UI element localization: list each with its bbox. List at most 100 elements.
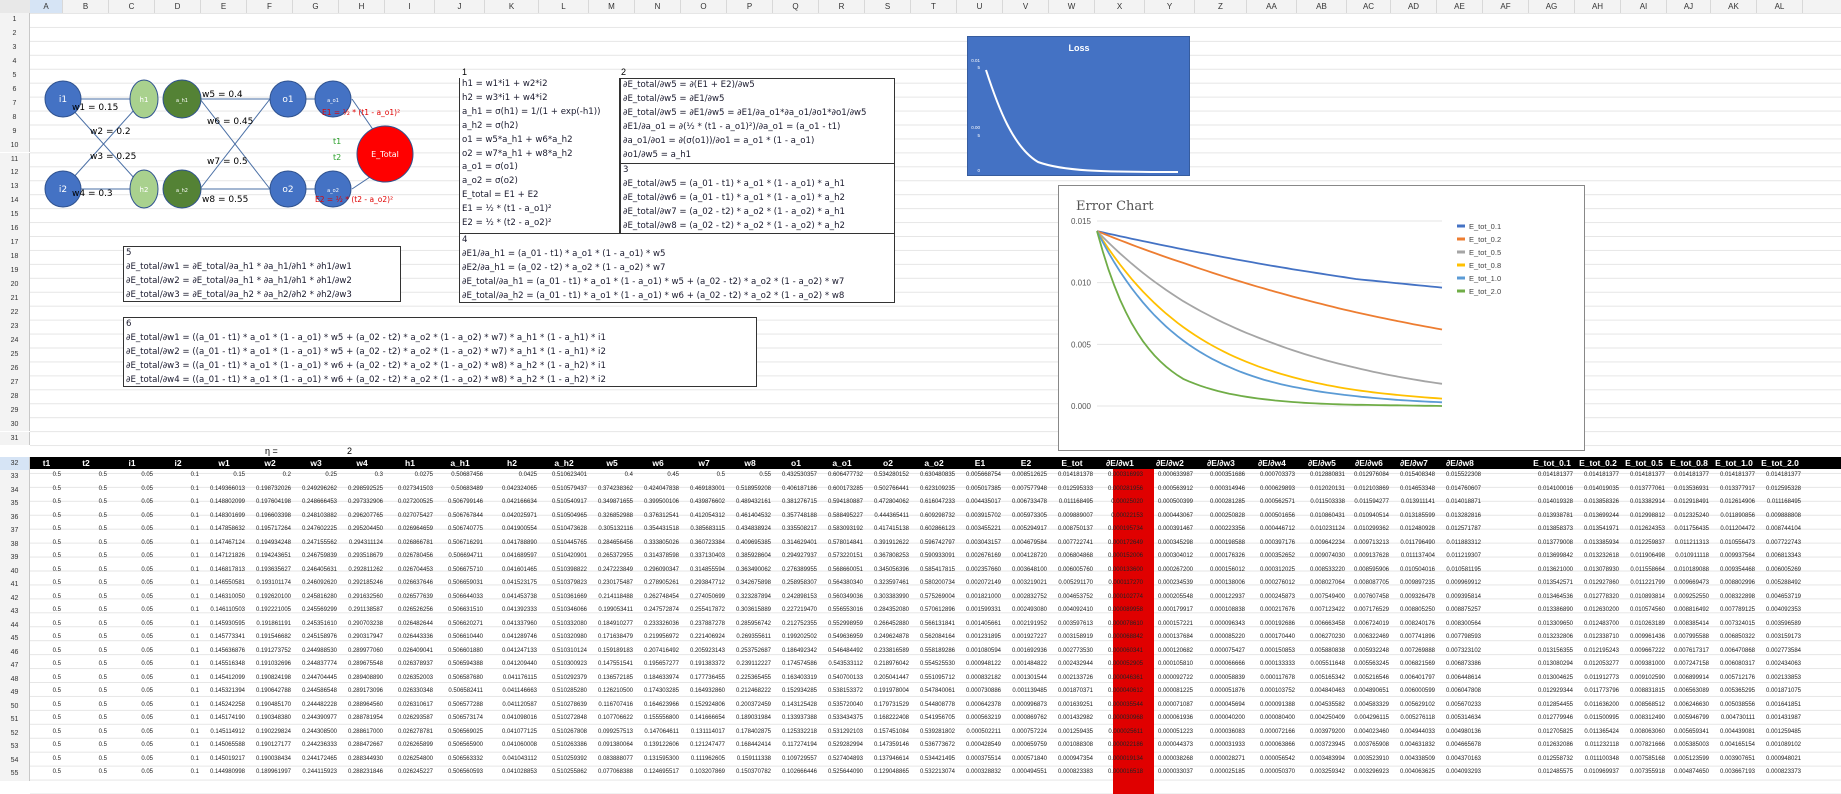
table-cell[interactable]: 0.000019134 [1095,753,1143,767]
table-cell[interactable]: 0.006563089 [1667,685,1709,699]
table-cell[interactable]: 0.008063060 [1621,726,1665,740]
column-header-AE[interactable]: AE [1437,0,1483,13]
table-cell[interactable]: 0.009888808 [1757,510,1801,524]
column-header-A[interactable]: A [30,0,63,13]
table-cell[interactable]: 0.525644090 [819,766,863,780]
table-cell[interactable]: 0.012929344 [1529,685,1573,699]
table-cell[interactable]: 0.001088308 [1049,739,1093,753]
table-cell[interactable]: 0.009326478 [1391,591,1435,605]
table-cell[interactable]: 0.149366013 [201,483,245,497]
table-cell[interactable]: 0.014181377 [1621,469,1665,483]
table-cell[interactable]: 0.026482644 [385,618,433,632]
table-cell[interactable]: 0.006873386 [1437,658,1481,672]
table-cell[interactable]: 0.575269004 [911,591,955,605]
table-cell[interactable]: 0.289977060 [339,645,383,659]
table-cell[interactable]: 0.000040612 [1095,685,1143,699]
table-cell[interactable]: 0.1 [155,469,199,483]
table-cell[interactable]: 0.000103752 [1247,685,1295,699]
table-cell[interactable]: 0.012854455 [1529,699,1573,713]
table-cell[interactable]: 0.191546682 [247,631,291,645]
table-cell[interactable]: 0.147467124 [201,537,245,551]
table-cell[interactable]: 0.244115923 [293,766,337,780]
table-cell[interactable]: 0.004296115 [1347,712,1389,726]
table-cell[interactable]: 0.000133333 [1247,658,1295,672]
table-cell[interactable]: 0.534280152 [865,469,909,483]
table-cell[interactable]: 0.009381000 [1621,658,1665,672]
table-cell[interactable]: 0.568660051 [819,564,863,578]
table-cell[interactable]: 0.199202502 [773,631,817,645]
table-cell[interactable]: 0.000091388 [1247,699,1295,713]
table-cell[interactable]: 0.003915702 [957,510,1001,524]
table-cell[interactable]: 0.323597461 [865,577,909,591]
table-cell[interactable]: 0.000391467 [1145,523,1193,537]
table-cell[interactable]: 0.244704445 [293,672,337,686]
table-cell[interactable]: 0.000562571 [1247,496,1295,510]
formula-box-5[interactable]: 5 ∂E_total/∂w1 = ∂E_total/∂a_h1 * ∂a_h1/∂… [123,246,401,302]
table-header-cell[interactable]: a_h2 [539,457,589,469]
row-header-27[interactable]: 27 [0,376,30,390]
table-cell[interactable]: 0.532213074 [911,766,955,780]
table-cell[interactable]: 0.000156012 [1195,564,1245,578]
table-cell[interactable]: 0.510259392 [539,753,587,767]
table-cell[interactable]: 0.026780456 [385,550,433,564]
table-cell[interactable]: 0.013858326 [1575,496,1619,510]
table-cell[interactable]: 0.000061936 [1145,712,1193,726]
table-cell[interactable]: 0.011890856 [1711,510,1755,524]
table-cell[interactable]: 0.5 [63,739,107,753]
table-cell[interactable]: 0.5 [30,496,61,510]
table-cell[interactable]: 0.000080400 [1247,712,1295,726]
table-cell[interactable]: 0.00025020 [1095,496,1143,510]
table-cell[interactable]: 0.510346066 [539,604,587,618]
table-cell[interactable]: 0.027075427 [385,510,433,524]
table-cell[interactable]: 0.009252550 [1667,591,1709,605]
table-cell[interactable]: 0.007324015 [1711,618,1755,632]
table-cell[interactable]: 0.117274194 [773,739,817,753]
table-cell[interactable]: 0.194243651 [247,550,291,564]
table-cell[interactable]: 0.010189088 [1667,564,1709,578]
table-cell[interactable]: 0.291138587 [339,604,383,618]
table-cell[interactable]: 0.011219307 [1437,550,1481,564]
table-cell[interactable]: 0.1 [155,604,199,618]
table-cell[interactable]: 0.000375514 [957,753,1001,767]
table-cell[interactable]: 0.014181377 [1757,469,1801,483]
table-cell[interactable]: 0.191032696 [247,658,291,672]
table-cell[interactable]: 0.011756435 [1667,523,1709,537]
table-header-cell[interactable]: ∂E/∂w8 [1437,457,1483,469]
table-cell[interactable]: 0.000051876 [1195,685,1245,699]
table-cell[interactable]: 0.506694711 [435,550,483,564]
table-cell[interactable]: 0.004439081 [1711,726,1755,740]
table-cell[interactable]: 0.195657277 [635,658,679,672]
table-cell[interactable]: 0.5 [30,591,61,605]
table-cell[interactable]: 0.05 [109,483,153,497]
table-cell[interactable]: 0.005294917 [1003,523,1047,537]
table-cell[interactable]: 0.245351610 [293,618,337,632]
table-cell[interactable]: 0.510361669 [539,591,587,605]
table-cell[interactable]: 0.009961436 [1621,631,1665,645]
table-cell[interactable]: 0.011137404 [1391,550,1435,564]
table-cell[interactable]: 0.006246630 [1667,699,1709,713]
table-cell[interactable]: 0.444365411 [865,510,909,524]
table-cell[interactable]: 0.5 [63,699,107,713]
table-cell[interactable]: 0.533434375 [819,712,863,726]
table-cell[interactable]: 0.583093192 [819,523,863,537]
table-cell[interactable]: 0.001871075 [1757,685,1801,699]
table-cell[interactable]: 0.011636200 [1575,699,1619,713]
table-cell[interactable]: 0.05 [109,699,153,713]
table-cell[interactable]: 0.274050699 [681,591,725,605]
table-cell[interactable]: 0.013377917 [1711,483,1755,497]
row-header-41[interactable]: 41 [0,578,30,592]
table-cell[interactable]: 0.506577288 [435,699,483,713]
table-cell[interactable]: 0.000502211 [957,726,1001,740]
table-cell[interactable]: 0.585417815 [911,564,955,578]
table-cell[interactable]: 0.083888077 [589,753,633,767]
table-cell[interactable]: 0.004250409 [1297,712,1345,726]
table-cell[interactable]: 0.190229824 [247,726,291,740]
table-cell[interactable]: 0.000063866 [1247,739,1295,753]
table-cell[interactable]: 0.000869762 [1003,712,1047,726]
table-cell[interactable]: 0.013779008 [1529,537,1573,551]
column-header-AD[interactable]: AD [1391,0,1437,13]
row-header-32[interactable]: 32 [0,457,30,471]
table-cell[interactable]: 0.506675710 [435,564,483,578]
table-cell[interactable]: 0.008831815 [1621,685,1665,699]
table-cell[interactable]: 0.0425 [485,469,537,483]
